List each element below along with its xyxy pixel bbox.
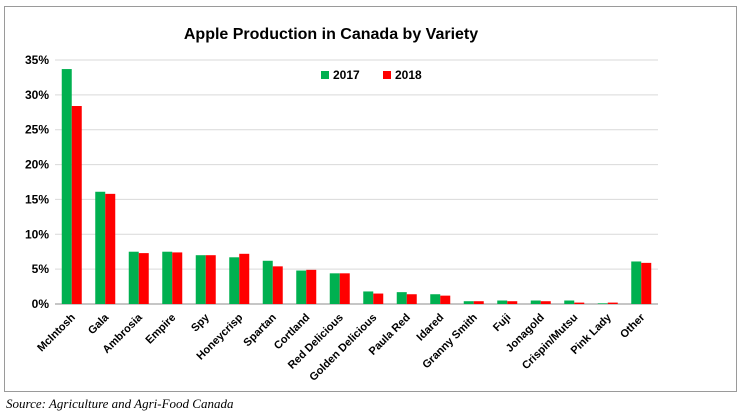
bar-2017	[497, 300, 508, 304]
legend-swatch-2017	[321, 71, 329, 79]
x-tick-label: McIntosh	[35, 311, 78, 354]
legend-label: 2018	[395, 68, 422, 82]
bar-2017	[128, 251, 139, 304]
legend-swatch-2018	[383, 71, 391, 79]
bar-2018	[641, 262, 652, 304]
bar-2017	[329, 273, 340, 304]
chart-frame: Apple Production in Canada by Variety 0% 5…	[4, 6, 737, 392]
bar-2018	[607, 302, 618, 304]
bar-2018	[507, 301, 518, 304]
bar-2018	[440, 295, 451, 304]
bar-2017	[363, 291, 374, 304]
bar-2017	[162, 251, 173, 304]
bar-2018	[239, 253, 250, 304]
bar-2017	[262, 260, 273, 304]
bar-2018	[205, 255, 216, 304]
y-tick-label: 35%	[25, 53, 49, 67]
bar-2018	[373, 293, 384, 304]
bar-2017	[195, 255, 206, 304]
y-tick-label: 30%	[25, 88, 49, 102]
bar-2018	[406, 294, 417, 304]
chart-title: Apple Production in Canada by Variety	[184, 26, 478, 43]
bar-2018	[574, 302, 585, 304]
y-tick-label: 5%	[32, 262, 50, 276]
bar-2017	[396, 292, 407, 304]
x-tick-label: Gala	[86, 311, 112, 337]
x-tick-label: Spy	[189, 311, 212, 334]
bar-2017	[61, 69, 72, 304]
bar-2017	[296, 270, 307, 304]
y-tick-label: 0%	[32, 297, 50, 311]
bar-2018	[339, 273, 350, 304]
bar-2018	[473, 301, 484, 304]
bar-2017	[229, 257, 240, 304]
bar-2017	[530, 300, 541, 304]
bar-2018	[540, 301, 551, 304]
bar-chart: Apple Production in Canada by Variety 0% 5…	[25, 26, 658, 384]
y-tick-label: 10%	[25, 227, 49, 241]
x-tick-label: Empire	[144, 312, 179, 347]
bar-2018	[306, 269, 317, 304]
y-tick-label: 20%	[25, 158, 49, 172]
bar-2018	[71, 106, 82, 304]
bar-2018	[272, 266, 283, 304]
source-note: Source: Agriculture and Agri-Food Canada	[6, 396, 234, 411]
bar-2018	[105, 193, 116, 304]
bar-2017	[95, 191, 106, 304]
legend-label: 2017	[333, 68, 360, 82]
bar-2017	[430, 294, 441, 304]
x-tick-label: Idared	[415, 312, 447, 344]
y-tick-label: 15%	[25, 192, 49, 206]
x-tick-label: Fuji	[491, 312, 513, 334]
bar-2018	[138, 253, 149, 304]
bar-2017	[631, 261, 642, 304]
y-tick-label: 25%	[25, 123, 49, 137]
x-tick-label: Other	[618, 311, 648, 341]
bar-2017	[463, 301, 474, 304]
bar-2017	[597, 303, 608, 304]
bar-2018	[172, 252, 183, 304]
bar-2017	[564, 300, 575, 304]
